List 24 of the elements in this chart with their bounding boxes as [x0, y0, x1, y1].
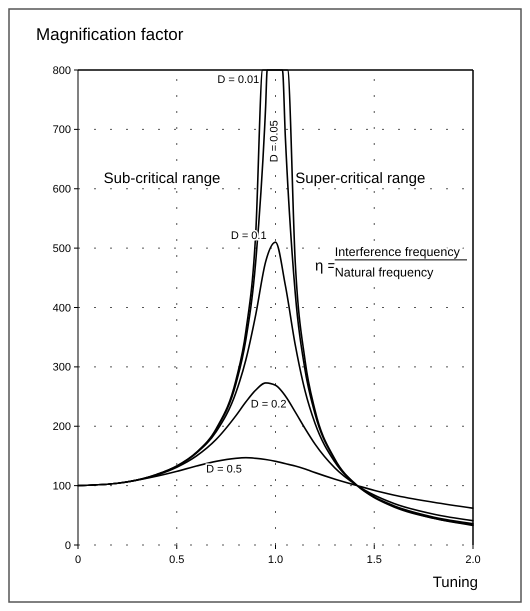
y-tick-label: 200: [52, 421, 71, 434]
y-tick-label: 500: [52, 242, 71, 255]
y-tick-label: 400: [52, 302, 71, 314]
series-label: D = 0.01: [217, 74, 260, 86]
series-label: D = 0.5: [206, 464, 242, 476]
x-tick-label: 2.0: [465, 554, 481, 566]
y-tick-label: 300: [52, 362, 71, 374]
x-tick-label: 1.5: [366, 554, 382, 566]
x-tick-label: 1.0: [268, 554, 284, 566]
chart-title: Magnification factor: [36, 25, 184, 44]
annotation: Super-critical range: [295, 170, 426, 187]
x-tick-label: 0.5: [169, 554, 184, 566]
x-tick-label: 0: [74, 554, 82, 566]
text: D = 0.05: [268, 120, 281, 162]
y-tick-label: 600: [52, 184, 71, 196]
x-axis-title: Tuning: [432, 574, 478, 591]
annotation: Natural frequency: [334, 266, 434, 280]
y-tick-label: 700: [52, 124, 71, 136]
annotation: Interference frequency: [334, 244, 461, 259]
series-label: D = 0.2: [250, 398, 286, 410]
y-tick-label: 100: [52, 480, 71, 492]
annotation: Sub-critical range: [104, 170, 220, 187]
y-tick-label: 0: [64, 540, 71, 552]
y-tick-label: 800: [52, 64, 71, 77]
